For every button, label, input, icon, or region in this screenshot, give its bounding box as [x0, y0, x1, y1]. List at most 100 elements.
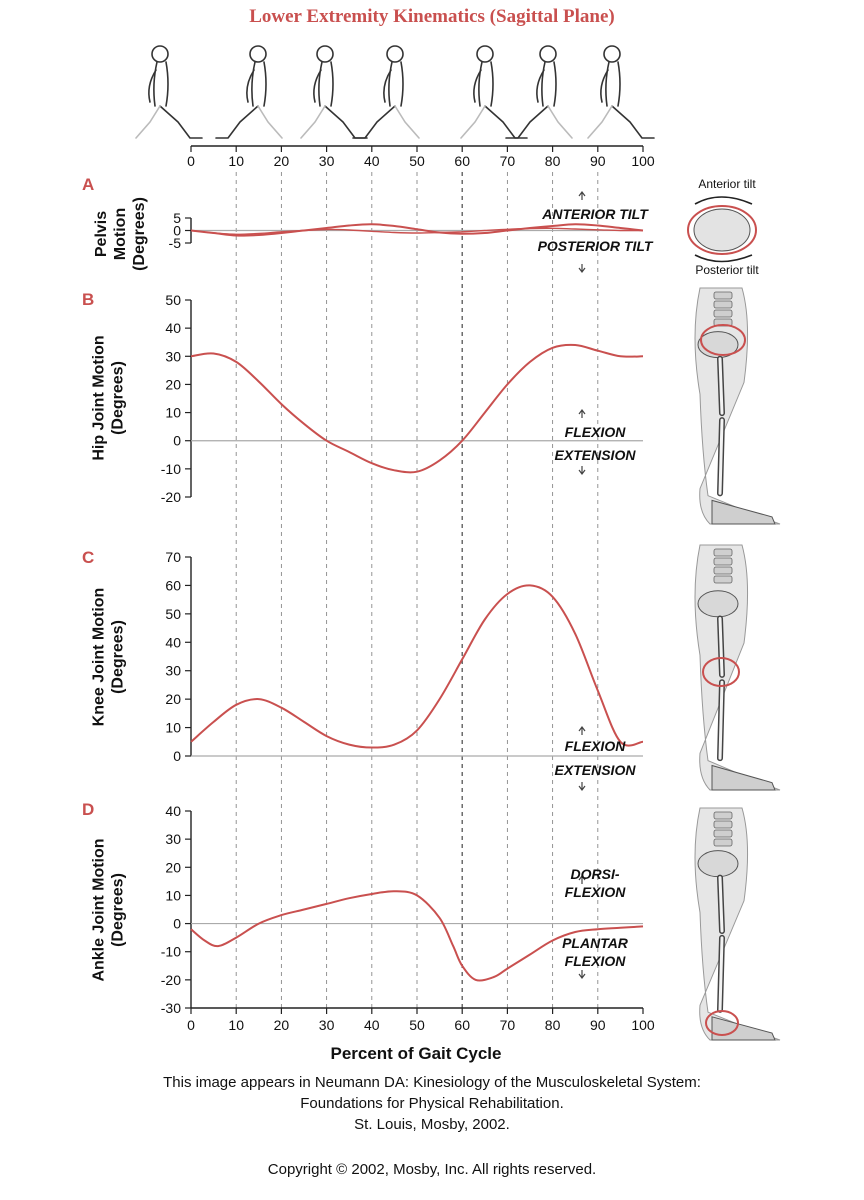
top-axis-tick-label: 30 — [319, 153, 335, 169]
y-tick-label: 20 — [165, 376, 181, 392]
walking-figure-icon — [505, 45, 573, 139]
x-axis-label: Percent of Gait Cycle — [330, 1044, 501, 1063]
x-tick-label: 70 — [500, 1017, 516, 1033]
walker-back-leg — [460, 105, 486, 139]
panel-letter-d: D — [82, 800, 94, 819]
direction-label-down: FLEXION — [565, 953, 627, 969]
walker-torso — [478, 61, 494, 107]
joint-illustrations: Anterior tilt Posterior tilt — [687, 177, 781, 1041]
walker-head — [316, 45, 334, 63]
top-axis-tick-label: 10 — [228, 153, 244, 169]
down-arrow-icon — [578, 466, 586, 475]
walker-back-leg — [257, 105, 283, 139]
copyright-line: Copyright © 2002, Mosby, Inc. All rights… — [268, 1161, 596, 1178]
vertebra — [713, 557, 733, 566]
leg-skeleton-icon — [694, 807, 781, 1041]
y-tick-label: 50 — [165, 606, 181, 622]
pelvis-bone — [693, 208, 751, 252]
walker-head — [151, 45, 169, 63]
y-axis-label: Ankle Joint Motion (Degrees) — [91, 838, 127, 981]
gait-phase-gridlines — [235, 172, 599, 1008]
y-tick-label: 40 — [165, 320, 181, 336]
walker-torso — [605, 61, 621, 107]
pelvis-bone — [697, 850, 739, 878]
tibia-core — [718, 936, 724, 1012]
y-tick-label: 30 — [165, 831, 181, 847]
x-tick-label: 0 — [187, 1017, 195, 1033]
y-tick-label: -30 — [161, 1000, 181, 1016]
y-tick-label: 0 — [173, 748, 181, 764]
top-axis-tick-label: 0 — [187, 153, 195, 169]
x-tick-label: 20 — [274, 1017, 290, 1033]
top-axis-tick-label: 40 — [364, 153, 380, 169]
top-axis-tick-label: 50 — [409, 153, 425, 169]
tibia-core — [718, 680, 724, 760]
x-tick-label: 30 — [319, 1017, 335, 1033]
y-tick-label: 20 — [165, 691, 181, 707]
y-axis-label: Hip Joint Motion (Degrees) — [91, 335, 127, 460]
direction-label-down: POSTERIOR TILT — [538, 238, 654, 254]
y-tick-label: 5 — [173, 210, 181, 226]
down-arrow-icon — [578, 970, 586, 979]
femur-core — [718, 357, 724, 415]
walker-arm — [600, 69, 609, 103]
direction-label-down: EXTENSION — [555, 762, 637, 778]
walking-figure-icon — [215, 45, 283, 139]
walker-arm — [148, 69, 157, 103]
top-axis-tick-label: 90 — [590, 153, 606, 169]
y-tick-label: 40 — [165, 803, 181, 819]
direction-label-up: FLEXION — [565, 738, 627, 754]
walker-torso — [318, 61, 334, 107]
walker-head — [249, 45, 267, 63]
series-line-knee — [190, 584, 644, 749]
caption-line-2: Foundations for Physical Rehabilitation. — [300, 1095, 563, 1112]
walker-arm — [313, 69, 322, 103]
y-tick-label: -5 — [169, 235, 182, 251]
y-tick-label: 30 — [165, 663, 181, 679]
walker-arm — [383, 69, 392, 103]
y-axis-label-line: (Degrees) — [131, 197, 148, 271]
y-tick-label: -10 — [161, 944, 181, 960]
y-tick-label: 70 — [165, 549, 181, 565]
tilt-arc-top — [694, 196, 753, 205]
series-line-hip — [190, 343, 644, 474]
femur-core — [718, 617, 724, 677]
leg-outline — [694, 287, 781, 525]
tilt-arc-bottom — [694, 254, 753, 263]
y-axis-label-line: Pelvis — [93, 211, 110, 257]
walker-front-leg — [352, 105, 396, 139]
pelvis-illustration-icon — [687, 196, 757, 263]
walking-figure-icon — [352, 45, 420, 139]
y-axis-label-line: Knee Joint Motion — [91, 588, 108, 727]
top-axis-tick-label: 100 — [631, 153, 655, 169]
walker-torso — [153, 61, 169, 107]
walker-head — [476, 45, 494, 63]
vertebra — [713, 811, 733, 820]
y-axis-label: Pelvis Motion (Degrees) — [93, 197, 148, 271]
top-axis-tick-label: 60 — [454, 153, 470, 169]
panel-a-pelvis: A Pelvis Motion (Degrees) 50-5 ANTERIOR TILT P… — [82, 175, 654, 273]
y-tick-label: 10 — [165, 720, 181, 736]
y-axis-label-line: Ankle Joint Motion — [91, 838, 108, 981]
direction-label-down: PLANTAR — [562, 935, 629, 951]
vertebra — [713, 566, 733, 575]
walker-arm — [246, 69, 255, 103]
hip-highlight-circle — [700, 324, 746, 356]
vertebra — [713, 838, 733, 847]
top-axis-tick-label: 70 — [500, 153, 516, 169]
vertebra — [713, 829, 733, 838]
y-tick-label: 50 — [165, 292, 181, 308]
leg-skeleton-icon — [694, 287, 781, 525]
walking-figure-icon — [300, 45, 368, 139]
x-tick-label: 60 — [454, 1017, 470, 1033]
walker-front-leg — [505, 105, 549, 139]
walker-front-leg — [324, 105, 368, 139]
illustration-label-posterior: Posterior tilt — [695, 263, 759, 277]
up-arrow-icon — [578, 726, 586, 735]
direction-label-up: FLEXION — [565, 884, 627, 900]
x-tick-label: 80 — [545, 1017, 561, 1033]
figure-title: Lower Extremity Kinematics (Sagittal Pla… — [249, 6, 615, 27]
direction-label-up: DORSI- — [571, 866, 620, 882]
x-tick-label: 100 — [631, 1017, 655, 1033]
